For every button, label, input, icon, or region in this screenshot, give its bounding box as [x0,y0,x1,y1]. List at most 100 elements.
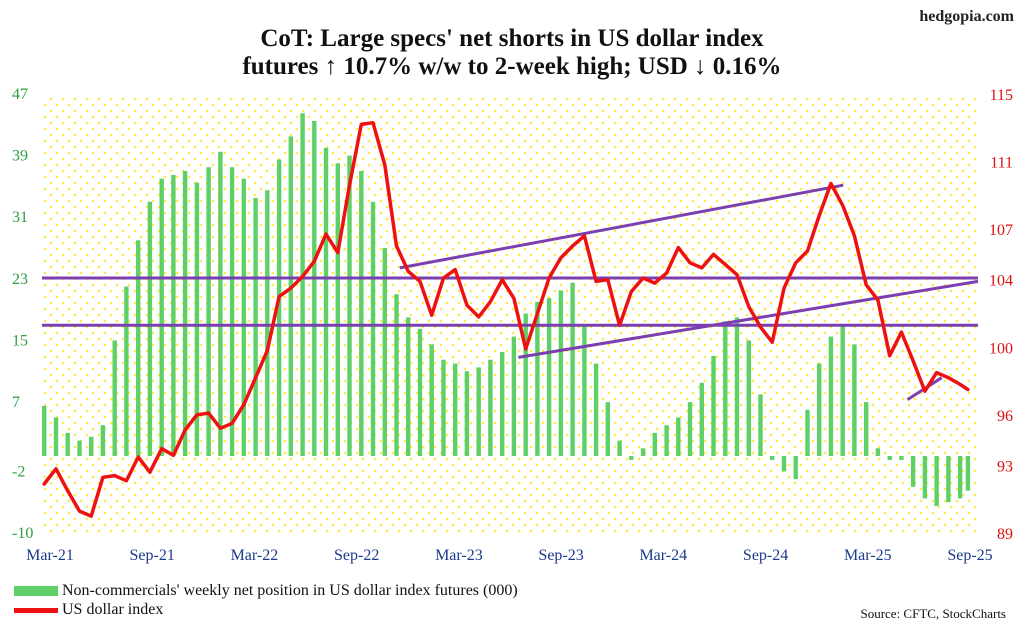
usd-index-line [42,120,970,518]
x-tick-3: Sep-22 [334,547,379,564]
trendline-group [42,183,979,401]
axis-ticks: 47 39 31 23 15 7 -2 -10 115 111 107 104 100 96 93 89 Mar… [12,86,1013,564]
left-tick-3: 23 [12,271,28,288]
bar-12 [182,171,188,456]
plot-background [42,94,978,533]
bar-15 [218,151,223,457]
bar-49 [617,440,622,456]
legend-label-line: US dollar index [62,601,164,618]
bar-2 [65,432,70,456]
bar-45 [570,282,575,456]
bar-54 [676,417,681,456]
bar-72 [887,456,892,460]
bar-50 [629,456,634,460]
bar-61 [758,394,763,456]
bar-57 [711,355,716,456]
left-tick-1: 39 [12,148,28,165]
x-tick-6: Mar-24 [639,547,687,564]
bar-75 [922,456,928,499]
trendline-3 [518,279,979,359]
bar-52 [652,432,657,456]
x-tick-2: Mar-22 [231,547,279,564]
bar-63 [781,456,787,472]
bar-40 [511,336,517,456]
bar-20 [276,159,282,456]
left-tick-6: -2 [12,463,25,480]
bar-74 [910,456,916,487]
x-tick-7: Sep-24 [743,547,788,564]
left-tick-4: 15 [12,333,28,350]
right-tick-1: 111 [990,155,1013,172]
left-tick-0: 47 [12,86,28,103]
bar-65 [805,409,810,456]
bar-0 [42,405,47,456]
bar-58 [723,321,728,456]
bar-27 [359,171,364,456]
bar-32 [417,328,423,456]
left-tick-5: 7 [12,394,20,411]
bar-6 [112,340,117,456]
legend-item-line: US dollar index [14,601,163,619]
bar-9 [147,201,153,456]
bar-5 [100,425,106,456]
bar-59 [734,317,740,456]
bar-8 [136,240,141,456]
bar-79 [965,456,971,491]
bar-62 [770,456,775,460]
bar-36 [464,371,470,456]
bar-55 [687,402,693,456]
bar-43 [546,298,552,456]
bar-41 [523,313,528,456]
site-watermark[interactable]: hedgopia.com [919,8,1014,25]
bar-22 [300,113,305,457]
bar-29 [382,248,387,456]
chart-title-line2: futures ↑ 10.7% w/w to 2-week high; USD … [242,53,782,80]
trendline-2 [399,183,844,270]
x-tick-1: Sep-21 [130,547,175,564]
bar-73 [899,456,904,460]
bar-25 [335,163,340,457]
bar-42 [535,301,540,456]
bar-19 [265,190,270,457]
x-tick-8: Mar-25 [844,547,892,564]
bar-64 [793,456,798,480]
bar-69 [852,344,857,456]
bar-4 [89,436,94,456]
bar-7 [124,286,129,456]
bar-31 [406,317,411,456]
bar-26 [347,155,352,456]
bar-77 [946,456,951,503]
bar-46 [582,325,587,456]
bar-78 [957,456,963,499]
bar-14 [206,167,211,456]
bar-44 [558,290,564,456]
bar-23 [312,121,317,456]
right-tick-2: 107 [989,222,1013,239]
line-series [42,120,970,518]
right-tick-0: 115 [990,87,1013,104]
legend-item-bars: Non-commercials' weekly net position in … [14,582,518,600]
chart-title-line1: CoT: Large specs' net shorts in US dolla… [260,25,764,52]
bar-28 [370,201,376,456]
bar-13 [194,182,200,456]
bar-39 [500,352,505,456]
x-tick-9: Sep-25 [947,547,992,564]
bar-76 [934,456,939,507]
bar-34 [441,359,446,456]
legend-swatch-line [14,607,58,613]
bar-16 [229,167,235,456]
bar-33 [429,344,434,456]
bar-51 [640,448,646,456]
bar-68 [840,325,845,456]
bar-30 [394,294,399,456]
bar-11 [171,174,176,456]
bar-38 [488,359,493,456]
bar-48 [605,402,610,456]
bar-37 [476,367,481,456]
source-note: Source: CFTC, StockCharts [860,606,1006,621]
bar-70 [864,402,869,456]
bar-66 [817,363,822,456]
right-tick-4: 100 [989,340,1013,357]
